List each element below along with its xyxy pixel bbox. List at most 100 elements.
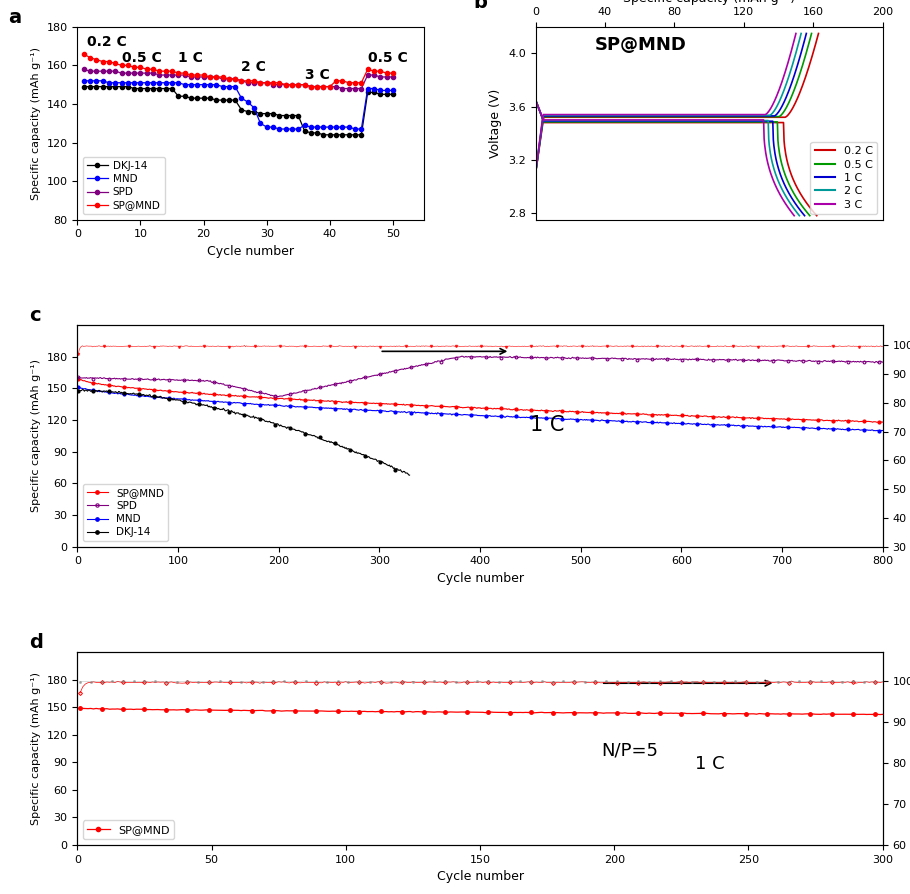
SPD	[186, 72, 197, 82]
DKJ-14	[97, 81, 108, 92]
MND	[312, 122, 323, 132]
DKJ-14	[274, 110, 285, 121]
SPD	[381, 72, 392, 82]
Text: 1 C: 1 C	[178, 51, 203, 64]
SPD	[272, 392, 283, 402]
Text: 0.2 C: 0.2 C	[86, 35, 126, 49]
SP@MND	[141, 63, 152, 74]
SP@MND	[110, 58, 121, 69]
DKJ-14	[362, 87, 373, 97]
DKJ-14	[236, 105, 247, 115]
MND	[318, 122, 329, 132]
SPD	[223, 73, 234, 84]
DKJ-14	[255, 108, 266, 119]
SPD	[91, 66, 102, 77]
SP@MND	[77, 703, 88, 713]
MND	[78, 75, 89, 86]
MND	[388, 85, 399, 96]
SP@MND	[261, 78, 272, 89]
DKJ-14	[147, 83, 158, 94]
DKJ-14	[85, 81, 96, 92]
MND	[154, 78, 165, 89]
Legend: SP@MND: SP@MND	[83, 821, 175, 839]
SPD	[306, 81, 317, 92]
SP@MND	[318, 81, 329, 92]
SPD	[128, 68, 139, 79]
SP@MND	[552, 707, 563, 718]
MND	[167, 78, 177, 89]
SPD	[337, 83, 348, 94]
Line: DKJ-14: DKJ-14	[77, 388, 411, 477]
SP@MND	[550, 707, 561, 718]
SPD	[362, 70, 373, 80]
DKJ-14	[242, 106, 253, 117]
MND	[135, 78, 146, 89]
Text: 0.5 C: 0.5 C	[122, 51, 161, 64]
Text: SP@MND: SP@MND	[594, 36, 686, 54]
MND	[261, 122, 272, 132]
SP@MND	[217, 72, 228, 82]
MND	[540, 413, 551, 424]
SPD	[542, 352, 553, 363]
MND	[104, 78, 115, 89]
DKJ-14	[205, 93, 216, 104]
Line: SPD: SPD	[82, 67, 395, 90]
SP@MND	[349, 78, 360, 89]
DKJ-14	[111, 387, 122, 398]
DKJ-14	[192, 93, 203, 104]
Text: d: d	[29, 633, 43, 652]
DKJ-14	[280, 110, 291, 121]
SP@MND	[274, 78, 285, 89]
DKJ-14	[293, 110, 304, 121]
DKJ-14	[100, 386, 111, 397]
SP@MND	[248, 75, 259, 86]
SP@MND	[312, 81, 323, 92]
SPD	[229, 73, 240, 84]
SP@MND	[877, 417, 888, 427]
SP@MND	[381, 68, 392, 79]
SPD	[160, 70, 171, 80]
MND	[280, 123, 291, 134]
SPD	[299, 80, 310, 90]
Y-axis label: Specific capacity (mAh g⁻¹): Specific capacity (mAh g⁻¹)	[31, 46, 41, 199]
SP@MND	[362, 63, 373, 74]
DKJ-14	[388, 89, 399, 99]
SP@MND	[85, 53, 96, 63]
MND	[274, 123, 285, 134]
DKJ-14	[375, 89, 386, 99]
SP@MND	[236, 75, 247, 86]
SPD	[349, 83, 360, 94]
SP@MND	[179, 68, 190, 79]
DKJ-14	[186, 93, 197, 104]
SPD	[122, 68, 133, 79]
MND	[765, 422, 776, 433]
SP@MND	[229, 73, 240, 84]
SPD	[587, 352, 598, 363]
MND	[91, 75, 102, 86]
DKJ-14	[211, 95, 222, 105]
X-axis label: Specific capacity (mAh g⁻¹): Specific capacity (mAh g⁻¹)	[623, 0, 795, 4]
DKJ-14	[318, 130, 329, 140]
SP@MND	[91, 55, 102, 65]
Y-axis label: Voltage (V): Voltage (V)	[490, 89, 502, 158]
MND	[255, 118, 266, 129]
MND	[205, 80, 216, 90]
DKJ-14	[167, 83, 177, 94]
MND	[128, 78, 139, 89]
MND	[248, 103, 259, 114]
Text: a: a	[8, 8, 21, 27]
SPD	[287, 80, 298, 90]
SPD	[312, 81, 323, 92]
SP@MND	[293, 80, 304, 90]
SPD	[211, 72, 222, 82]
SP@MND	[337, 75, 348, 86]
MND	[330, 122, 341, 132]
DKJ-14	[110, 81, 121, 92]
SPD	[78, 63, 89, 74]
SP@MND	[104, 56, 115, 67]
MND	[85, 75, 96, 86]
Text: 1 C: 1 C	[531, 415, 565, 434]
SPD	[217, 73, 228, 84]
MND	[110, 78, 121, 89]
SPD	[877, 357, 888, 367]
